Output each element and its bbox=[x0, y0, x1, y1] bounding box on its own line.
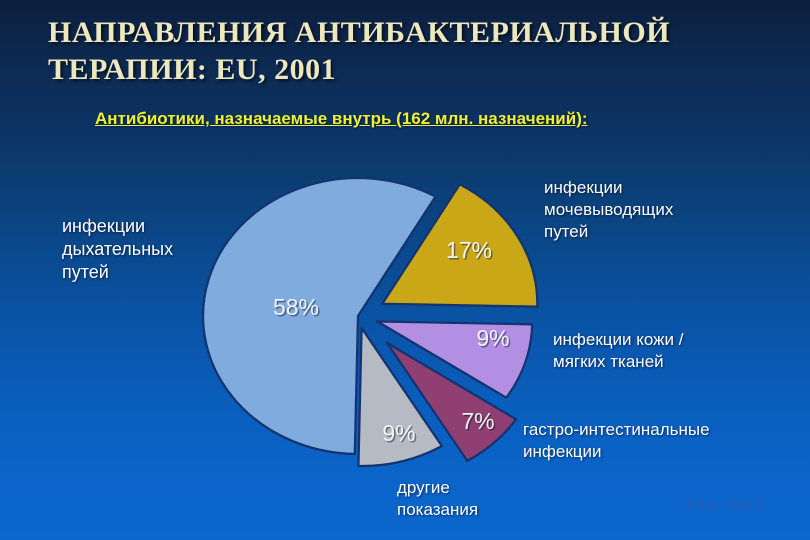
pie-slice-percent-0: 17% bbox=[447, 239, 493, 265]
pie-slice-percent-4: 58% bbox=[274, 296, 320, 322]
pie-slice-2 bbox=[385, 341, 518, 463]
pie-slice-percent-2: 7% bbox=[461, 408, 494, 434]
slice-label-gastrointestinal: гастро-интестинальные инфекции bbox=[523, 420, 710, 461]
pie-slice-3 bbox=[357, 326, 444, 468]
slice-label-other-indications: другие показания bbox=[397, 478, 479, 519]
pie-slice-4 bbox=[201, 176, 437, 456]
pie-slice-percent-4: 58% bbox=[273, 294, 319, 320]
slice-label-skin-soft-tissue: инфекции кожи / мягких тканей bbox=[553, 330, 684, 371]
source-credit: IMS, 2002 bbox=[686, 497, 764, 514]
pie-slice-percent-1: 9% bbox=[478, 327, 511, 353]
slide-title: НАПРАВЛЕНИЯ АНТИБАКТЕРИАЛЬНОЙ ТЕРАПИИ: E… bbox=[48, 16, 671, 86]
slide-subtitle: Антибиотики, назначаемые внутрь (162 млн… bbox=[95, 109, 588, 128]
pie-slice-1 bbox=[376, 320, 534, 399]
pie-slice-percent-3: 9% bbox=[382, 420, 415, 446]
pie-slice-percent-2: 7% bbox=[463, 410, 496, 436]
slice-label-urinary-tract: инфекции мочевыводящих путей bbox=[544, 178, 674, 241]
pie-slice-percent-1: 9% bbox=[476, 325, 509, 351]
slice-label-respiratory-tract: инфекции дыхательных путей bbox=[62, 216, 174, 282]
pie-slice-percent-3: 9% bbox=[384, 422, 417, 448]
pie-slice-percent-0: 17% bbox=[446, 237, 492, 263]
pie-slice-0 bbox=[381, 183, 539, 308]
